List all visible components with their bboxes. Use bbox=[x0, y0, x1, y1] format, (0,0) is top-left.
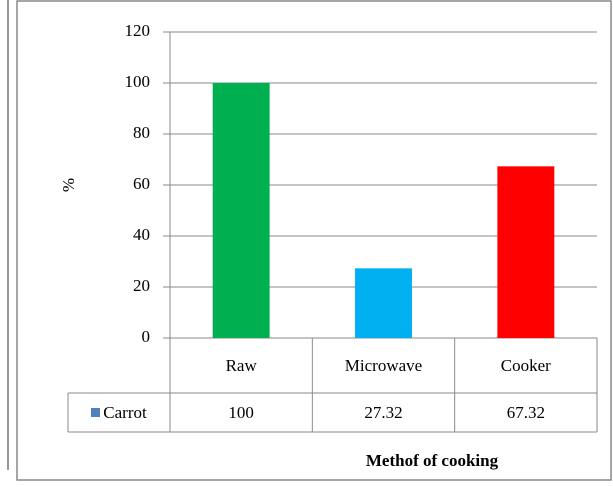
legend-label-cell: Carrot bbox=[68, 393, 170, 432]
y-tick-label: 80 bbox=[133, 123, 150, 142]
legend-label: Carrot bbox=[103, 402, 147, 422]
y-tick-label: 0 bbox=[142, 327, 151, 346]
value-label-box: 100 bbox=[170, 393, 312, 432]
value-label: 67.32 bbox=[506, 402, 545, 422]
value-label: 100 bbox=[228, 402, 254, 422]
x-tick-label: Microwave bbox=[344, 355, 423, 375]
bar bbox=[497, 166, 555, 338]
chart-frame bbox=[16, 0, 612, 481]
y-tick-label: 100 bbox=[125, 72, 151, 91]
x-axis-label: Methof of cooking bbox=[366, 451, 499, 470]
value-label-cell: 67.32 bbox=[455, 393, 597, 432]
x-tick-label: Raw bbox=[225, 355, 257, 375]
value-label-cell: 27.32 bbox=[312, 393, 454, 432]
value-label-box: 27.32 bbox=[312, 393, 454, 432]
y-tick-label: 20 bbox=[133, 276, 150, 295]
x-tick-label-box: Cooker bbox=[455, 338, 597, 393]
y-tick-label: 40 bbox=[133, 225, 150, 244]
x-tick-label-box: Raw bbox=[170, 338, 312, 393]
x-tick-label-cell: Raw bbox=[170, 338, 312, 393]
x-tick-label-box: Microwave bbox=[312, 338, 454, 393]
x-tick-label-cell: Microwave bbox=[312, 338, 454, 393]
y-tick-label: 60 bbox=[133, 174, 150, 193]
legend-swatch bbox=[91, 408, 101, 417]
y-axis-label: % bbox=[59, 178, 78, 192]
y-tick-label: 120 bbox=[125, 21, 151, 40]
legend-label-box: Carrot bbox=[68, 393, 170, 432]
x-tick-label: Cooker bbox=[500, 355, 551, 375]
value-label-box: 67.32 bbox=[455, 393, 597, 432]
value-label-cell: 100 bbox=[170, 393, 312, 432]
value-label: 27.32 bbox=[364, 402, 403, 422]
x-tick-label-cell: Cooker bbox=[455, 338, 597, 393]
bar bbox=[212, 83, 270, 338]
bar bbox=[355, 268, 412, 338]
